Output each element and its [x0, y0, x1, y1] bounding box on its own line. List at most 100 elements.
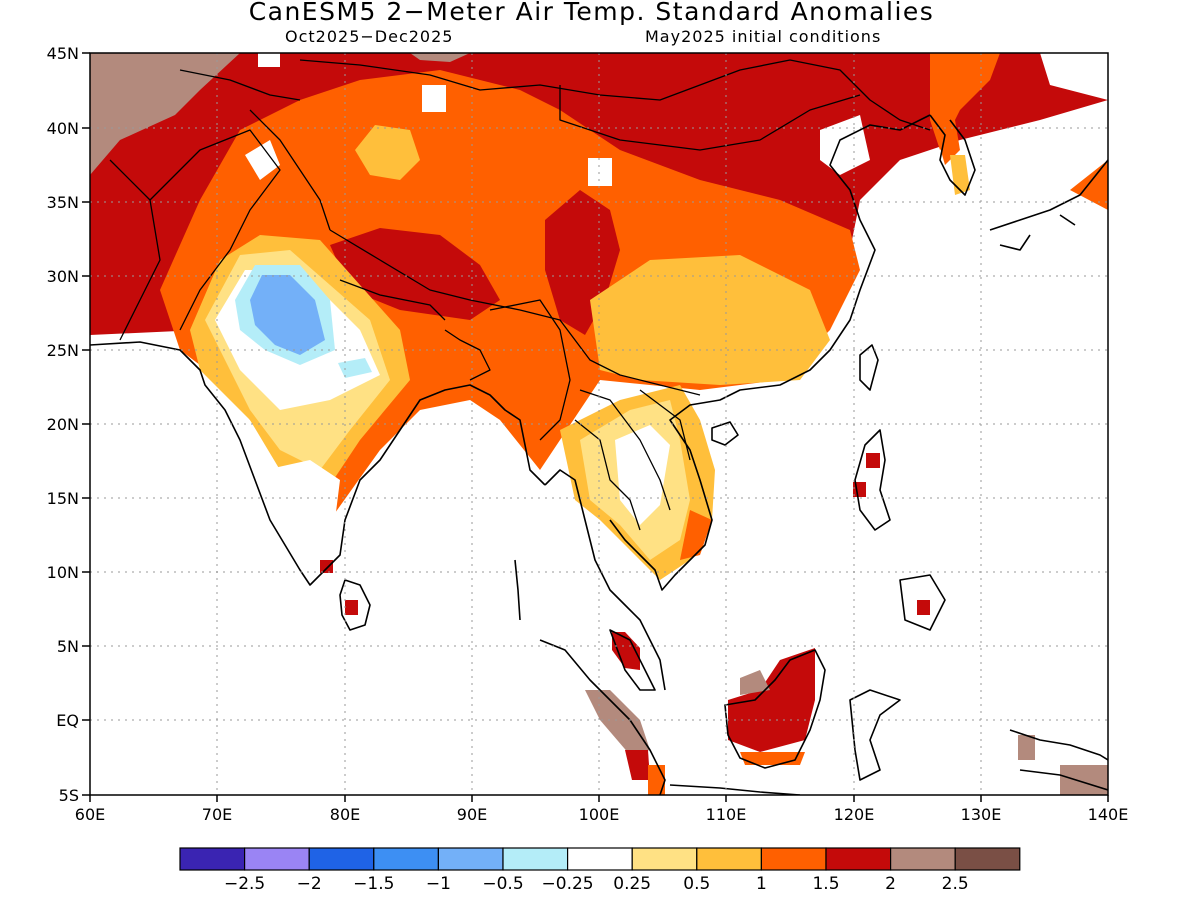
anomaly-region-neutral-n3 [588, 158, 612, 186]
coastline-andaman [514, 559, 521, 621]
coastline-hainan [711, 421, 739, 446]
anomaly-region-neutral-ne [1040, 53, 1108, 100]
colorbar-swatch [502, 847, 569, 871]
gridlines [90, 53, 1108, 795]
coastline-gulf-thailand [609, 114, 931, 591]
colorbar-label: −2.5 [224, 874, 265, 894]
colorbar-label: 1 [756, 874, 767, 894]
colorbar-swatch [631, 847, 698, 871]
lat-label: 5N [57, 637, 79, 656]
border-china-south [329, 229, 701, 396]
anomaly-region-2-southindia [320, 560, 333, 573]
lat-ticks [82, 52, 90, 796]
coastline-borneo [724, 649, 826, 769]
lon-labels: 60E 70E 80E 90E 100E 110E 120E 130E 140E [75, 805, 1129, 824]
colorbar-swatch [696, 847, 762, 871]
coastline-luzon [854, 429, 891, 531]
lat-label: 25N [47, 341, 79, 360]
border-china-north [299, 59, 931, 131]
coastline-java [669, 784, 801, 795]
lat-label: EQ [56, 711, 79, 730]
anomaly-region-brown-sumatra [585, 690, 650, 755]
border-china-west [249, 109, 331, 231]
coastline-sumatra [539, 639, 666, 795]
coastline-indochina [544, 469, 666, 691]
coastline-newguinea [1009, 729, 1108, 791]
lat-label: 45N [47, 44, 79, 63]
lat-label: 35N [47, 193, 79, 212]
anomaly-region-brown-n [410, 53, 470, 62]
coastline-taiwan [859, 344, 879, 391]
border-nepal [339, 279, 446, 321]
anomaly-region-1-mongolia [355, 125, 420, 180]
anomaly-region-brown-borneo [740, 670, 770, 695]
anomaly-region-neutral-n [258, 53, 280, 67]
lon-label: 70E [202, 805, 232, 824]
anomaly-region-neutral-thailand [615, 425, 670, 525]
coastline-srilanka [339, 579, 371, 631]
border-kazakh [179, 69, 301, 101]
colorbar-swatch [437, 847, 504, 871]
anomaly-region-neutral-n2 [422, 85, 446, 112]
lon-label: 60E [75, 805, 105, 824]
coastline-korea [929, 114, 976, 196]
lon-label: 140E [1088, 805, 1129, 824]
colorbar-label: 2.5 [942, 874, 969, 894]
forecast-period: Oct2025−Dec2025 [285, 27, 454, 46]
colorbar-swatch [179, 847, 246, 871]
colorbar-swatch [308, 847, 375, 871]
anomaly-region-brown-ng [1060, 765, 1108, 795]
colorbar-swatch [825, 847, 892, 871]
anomaly-region-2-srilanka [345, 600, 358, 615]
colorbar: −2.5 −2 −1.5 −1 −0.5 −0.25 0.25 0.5 1 1.5 2 2.5 [179, 847, 1021, 894]
colorbar-label: −2 [297, 874, 322, 894]
anomaly-region-neg0.25-b [338, 358, 372, 378]
border-mongolia [559, 85, 861, 151]
border-bangladesh [444, 329, 491, 381]
lat-labels: 45N 40N 35N 30N 25N 20N 15N 10N 5N EQ 5S [47, 44, 79, 805]
anomaly-region-1.5-vietnam [680, 510, 712, 560]
coastline-malaya [609, 629, 656, 691]
coastline-mindanao [899, 574, 946, 631]
border-myanmar [489, 299, 571, 441]
anomaly-region-2-sumatra [625, 750, 650, 780]
lon-label: 120E [834, 805, 875, 824]
colorbar-swatch [373, 847, 439, 871]
lat-label: 10N [47, 563, 79, 582]
anomaly-region-1.5-sumatra [648, 765, 665, 795]
lon-label: 110E [706, 805, 747, 824]
border-vietnam [639, 389, 691, 461]
coastline-japan [989, 159, 1108, 251]
anomaly-region-2-mindanao [917, 600, 930, 615]
anomaly-region-neutral-kashmir [245, 140, 280, 180]
anomaly-region-brown-ng-b [1018, 735, 1035, 760]
lat-label: 40N [47, 119, 79, 138]
colorbar-swatch [889, 847, 956, 871]
colorbar-label: −0.5 [482, 874, 523, 894]
borders [109, 59, 931, 531]
border-pakistan [149, 129, 281, 331]
border-thailand [574, 419, 641, 531]
colorbar-swatch [244, 847, 310, 871]
lon-label: 90E [457, 805, 487, 824]
lon-ticks [89, 795, 1109, 802]
anomaly-region-2-malaya [612, 632, 640, 670]
lat-label: 20N [47, 415, 79, 434]
colorbar-label: 1.5 [812, 874, 839, 894]
colorbar-swatch [954, 847, 1021, 871]
colorbar-label: −1 [426, 874, 451, 894]
lon-label: 100E [579, 805, 620, 824]
anomaly-region-brown-nw [90, 53, 240, 175]
coastline-india [90, 341, 546, 586]
map-title: CanESM5 2−Meter Air Temp. Standard Anoma… [248, 0, 935, 26]
colorbar-label: 2 [885, 874, 896, 894]
lon-label: 130E [961, 805, 1002, 824]
colorbar-label: −0.25 [542, 874, 594, 894]
anomaly-region-2-borneo [728, 648, 815, 752]
border-iran-afghan [109, 159, 161, 341]
colorbar-swatch [760, 847, 827, 871]
border-laos [579, 389, 671, 511]
anomaly-region-1 [590, 255, 830, 385]
lat-label: 30N [47, 267, 79, 286]
